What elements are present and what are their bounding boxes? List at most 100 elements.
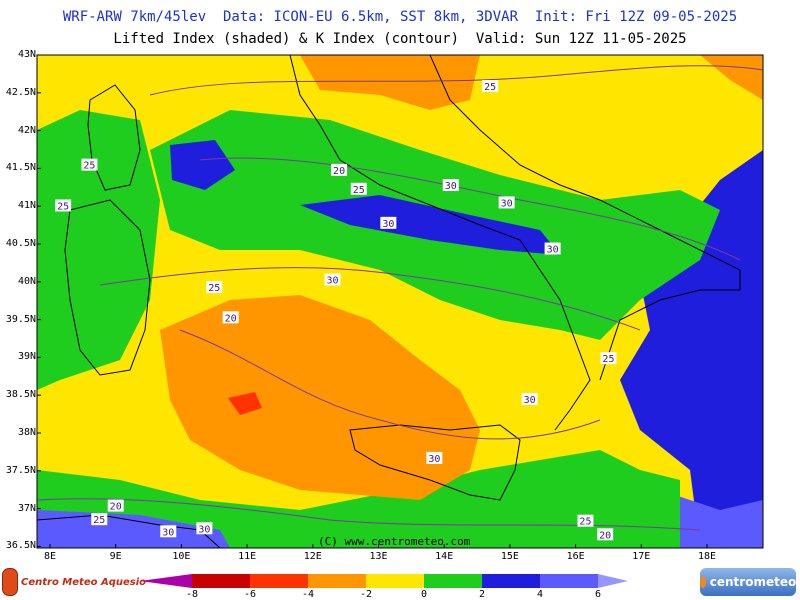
longitude-label: 11E bbox=[238, 551, 257, 562]
latitude-label: 36.5N bbox=[5, 540, 36, 552]
contour-label: 25 bbox=[579, 517, 591, 528]
contour-label: 30 bbox=[198, 524, 210, 535]
latitude-label: 37N bbox=[17, 502, 36, 514]
colorbar-tick-label: 6 bbox=[594, 589, 602, 600]
centrometeo-logo: centrometeo bbox=[699, 568, 796, 596]
contour-label-bg bbox=[55, 199, 72, 212]
longitude-label: 16E bbox=[566, 551, 585, 562]
contour-label: 30 bbox=[524, 395, 536, 406]
longitude-label: 8E bbox=[43, 551, 57, 562]
colorbar-tick-label: -4 bbox=[301, 589, 315, 600]
contour-label: 20 bbox=[225, 313, 237, 324]
colorbar-segment bbox=[308, 574, 366, 588]
field-blue-tyrrhenian bbox=[300, 195, 560, 255]
contour-label-bg bbox=[380, 216, 397, 229]
longitude-label: 13E bbox=[369, 551, 388, 562]
longitude-label: 14E bbox=[435, 551, 454, 562]
latitude-label: 37.5N bbox=[5, 464, 36, 476]
contour-label-bg bbox=[107, 499, 124, 512]
latitude-label: 39N bbox=[17, 351, 36, 363]
contour-label-bg bbox=[498, 196, 515, 209]
k-index-contour bbox=[149, 65, 763, 96]
contour-label: 25 bbox=[93, 515, 105, 526]
contour-label-bg bbox=[350, 182, 367, 195]
map-title: WRF-ARW 7km/45lev Data: ICON-EU 6.5km, S… bbox=[62, 9, 738, 25]
longitude-label: 10E bbox=[172, 551, 191, 562]
contour-label: 30 bbox=[428, 454, 440, 465]
latitude-label: 39.5N bbox=[5, 313, 36, 325]
plot-frame bbox=[36, 54, 764, 549]
colorbar-tick-label: -2 bbox=[359, 589, 373, 600]
centro-meteo-aquesio-logo: Centro Meteo Aquesio bbox=[2, 568, 146, 596]
latitude-label: 43N bbox=[17, 49, 36, 60]
latitude-label: 38.5N bbox=[5, 389, 36, 401]
coast-sicily bbox=[349, 424, 521, 501]
coast-sardinia bbox=[64, 199, 151, 376]
colorbar-tick-label: -6 bbox=[243, 589, 257, 600]
field-blue-east bbox=[620, 150, 763, 548]
colorbar-segment bbox=[192, 574, 250, 588]
contour-label-bg bbox=[544, 242, 561, 255]
longitude-label: 9E bbox=[109, 551, 122, 562]
colorbar-segment bbox=[540, 574, 598, 588]
contour-label: 30 bbox=[382, 219, 394, 230]
contour-label-bg bbox=[91, 513, 108, 526]
map-subtitle: Lifted Index (shaded) & K Index (contour… bbox=[113, 31, 687, 47]
contour-label: 20 bbox=[599, 530, 611, 541]
contour-label-bg bbox=[324, 273, 341, 286]
longitude-label: 18E bbox=[697, 551, 717, 562]
coast-italy-west bbox=[289, 55, 591, 431]
contour-label-bg bbox=[577, 514, 594, 527]
coast-tunisia bbox=[37, 514, 221, 548]
longitude-label: 15E bbox=[500, 551, 519, 562]
contour-label-bg bbox=[160, 525, 177, 538]
logo-disc-icon bbox=[2, 568, 18, 596]
contour-label-bg bbox=[81, 158, 98, 171]
colorbar-tick-label: 4 bbox=[536, 589, 544, 600]
contour-label-bg bbox=[196, 522, 213, 535]
contour-label-bg bbox=[426, 451, 443, 464]
latitude-label: 40.5N bbox=[5, 238, 36, 249]
contour-label: 30 bbox=[547, 245, 559, 256]
colorbar-tick-label: 2 bbox=[478, 589, 486, 600]
colorbar-arrow-high bbox=[598, 574, 628, 588]
contour-label: 25 bbox=[602, 354, 614, 365]
axis-ticks bbox=[37, 54, 708, 548]
colorbar-segment bbox=[250, 574, 308, 588]
latitude-label: 38N bbox=[17, 427, 36, 438]
contour-label-bg bbox=[521, 392, 538, 405]
field-blue-north bbox=[170, 140, 235, 190]
contour-label-bg bbox=[597, 528, 614, 541]
contour-label: 30 bbox=[445, 181, 457, 192]
colorbar-arrow-low bbox=[140, 574, 192, 588]
contour-label-bg bbox=[442, 179, 459, 192]
latitude-label: 40N bbox=[17, 275, 36, 287]
k-index-contour bbox=[99, 267, 641, 331]
contour-label: 30 bbox=[162, 527, 174, 538]
field-green-west bbox=[37, 110, 160, 390]
contour-label-bg bbox=[482, 79, 499, 92]
coast-corsica bbox=[87, 84, 141, 191]
field-red-spot bbox=[228, 392, 262, 415]
k-index-contour bbox=[179, 329, 601, 440]
latitude-label: 41.5N bbox=[5, 162, 36, 174]
colorbar-tick-label: 0 bbox=[420, 589, 428, 600]
contour-label-bg bbox=[600, 352, 617, 365]
contour-label-bg bbox=[331, 163, 348, 176]
colorbar-tick-label: -8 bbox=[185, 589, 199, 600]
colorbar-segment bbox=[366, 574, 424, 588]
contour-label: 25 bbox=[83, 161, 95, 172]
latitude-label: 41N bbox=[17, 200, 36, 212]
colorbar bbox=[140, 574, 628, 588]
contour-label-layer: 25 25 20 25 30 30 25 30 30 30 25 20 25 30 30 20 25 30 30 25… bbox=[55, 79, 617, 541]
contour-label: 25 bbox=[484, 82, 496, 93]
field-orange-north bbox=[300, 55, 480, 110]
copyright-credit: (C) www.centrometeo.com bbox=[318, 535, 471, 548]
latitude-label: 42.5N bbox=[5, 86, 36, 98]
field-orange-south bbox=[160, 295, 480, 500]
contour-label: 25 bbox=[208, 283, 220, 294]
latitude-label: 42N bbox=[17, 124, 36, 136]
colorbar-segment bbox=[424, 574, 482, 588]
contour-label: 25 bbox=[353, 185, 365, 196]
